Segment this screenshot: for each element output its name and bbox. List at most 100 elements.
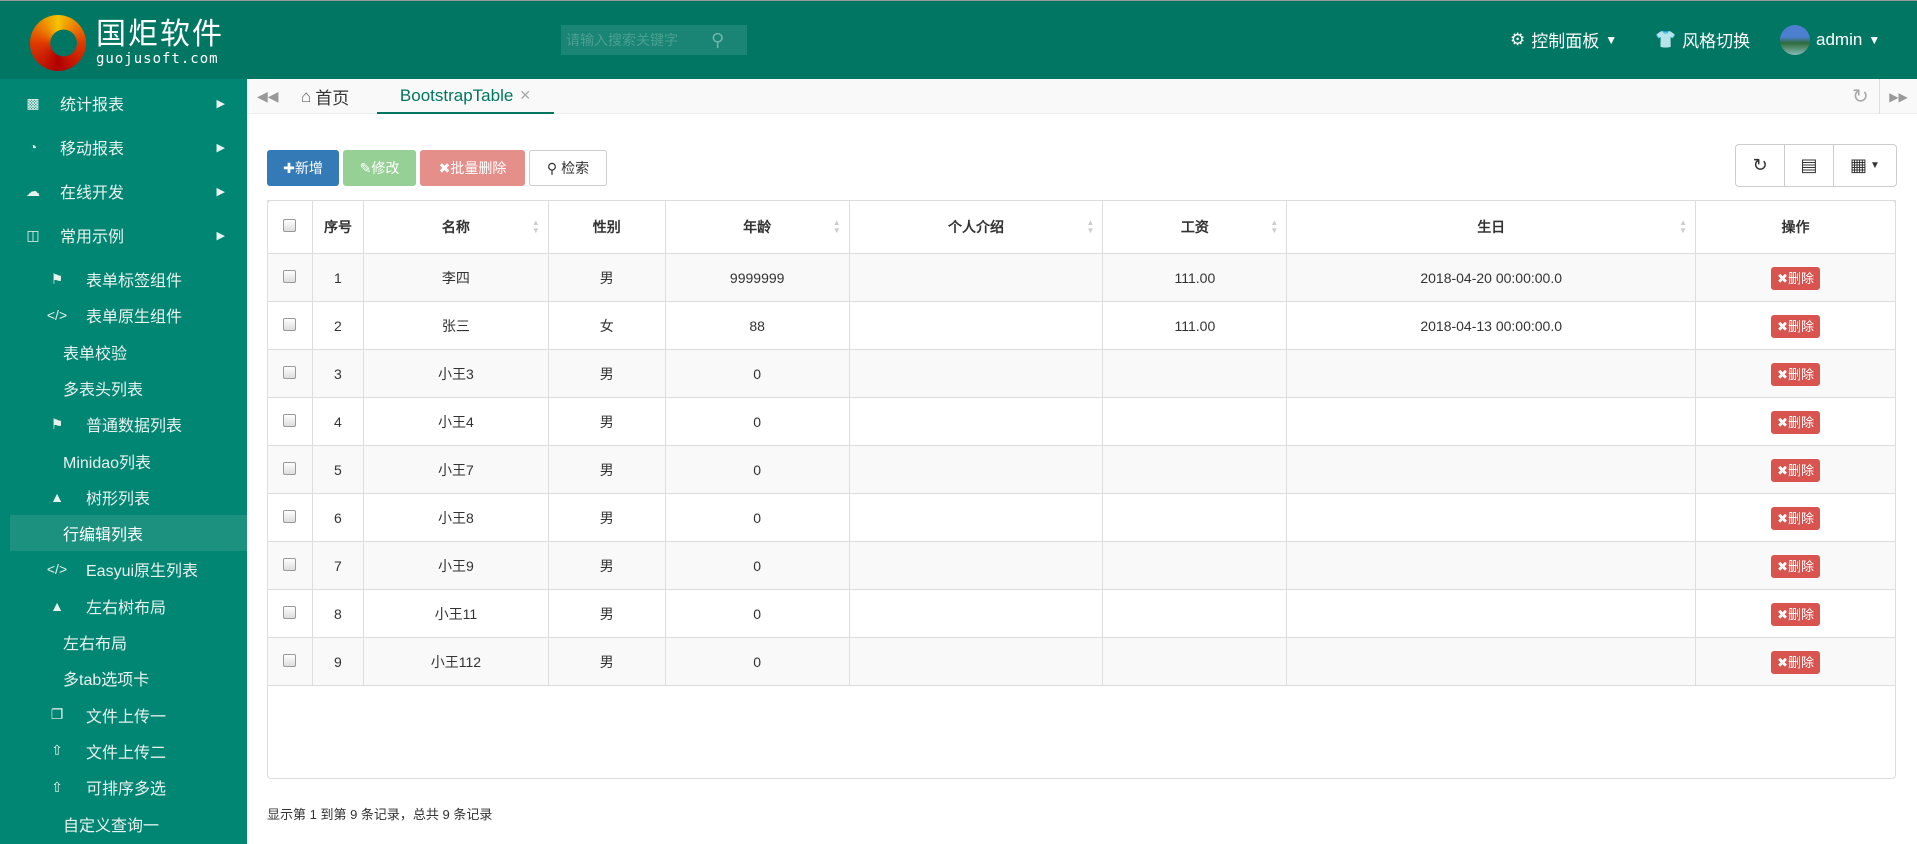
row-select-cell <box>267 397 313 446</box>
sidebar-item-label: 多tab选项卡 <box>63 672 150 690</box>
scroll-left-icon[interactable]: ◀◀ <box>257 88 279 104</box>
delete-label: 删除 <box>1787 319 1814 334</box>
table-cell: 男 <box>547 349 666 398</box>
delete-button[interactable]: ✖删除 <box>1771 315 1820 338</box>
logo[interactable]: 国炬软件 guojusoft.com <box>30 15 224 71</box>
column-header-label: 年龄 <box>743 219 772 235</box>
sidebar-item[interactable]: ☁ 在线开发 ▶ <box>0 173 247 209</box>
control-panel-menu[interactable]: ⚙ 控制面板 ▼ <box>1510 27 1617 52</box>
delete-button[interactable]: ✖删除 <box>1771 603 1820 626</box>
remove-icon: ✖ <box>1777 463 1788 478</box>
row-checkbox[interactable] <box>283 461 297 475</box>
sidebar-item[interactable]: ⇧ 文件上传二 <box>0 733 247 769</box>
refresh-button[interactable]: ↻ <box>1735 144 1785 187</box>
sidebar-item[interactable]: Minidao列表 <box>0 443 247 479</box>
sidebar-item[interactable]: 多tab选项卡 <box>0 660 247 696</box>
remove-icon: ✖ <box>1777 655 1788 670</box>
tab-home[interactable]: ⌂ 首页 <box>301 79 349 114</box>
sidebar-item[interactable]: ◫ 常用示例 ▶ <box>0 217 247 253</box>
delete-button[interactable]: ✖删除 <box>1771 459 1820 482</box>
delete-button[interactable]: ✖删除 <box>1771 267 1820 290</box>
remove-icon: ✖ <box>438 159 451 176</box>
remove-icon: ✖ <box>1777 271 1788 286</box>
sidebar-item[interactable]: ◔ 移动报表 ▶ <box>0 129 247 165</box>
columns-button[interactable]: ▦ ▼ <box>1833 144 1897 187</box>
sidebar-item[interactable]: 多表头列表 <box>0 370 247 406</box>
search-button[interactable]: ⚲ 检索 <box>529 150 607 186</box>
table-row: 6 小王8 男 0 ✖删除 <box>267 493 1896 542</box>
edit-button[interactable]: ✎ 修改 <box>343 150 416 186</box>
column-header[interactable]: 个人介绍 ▲ ▼ <box>848 200 1104 254</box>
table-cell: 李四 <box>362 253 549 302</box>
edit-label: 修改 <box>371 160 400 176</box>
scroll-right-icon[interactable]: ▶▶ <box>1879 79 1917 114</box>
column-header[interactable]: 名称 ▲ ▼ <box>362 200 549 254</box>
delete-button[interactable]: ✖删除 <box>1771 555 1820 578</box>
column-header[interactable]: 年龄 ▲ ▼ <box>664 200 850 254</box>
sort-icon: ▲ ▼ <box>1270 218 1279 235</box>
sort-icon: ▲ ▼ <box>1679 218 1688 235</box>
row-checkbox[interactable] <box>283 605 297 619</box>
style-switch-button[interactable]: 👕 风格切换 <box>1655 27 1750 52</box>
sidebar-item[interactable]: 行编辑列表 <box>10 515 247 552</box>
action-cell: ✖删除 <box>1695 493 1896 542</box>
table-cell: 小王3 <box>362 349 549 398</box>
add-button[interactable]: ✚ 新增 <box>267 150 339 186</box>
search-icon[interactable]: ⚲ <box>711 29 725 50</box>
delete-button[interactable]: ✖删除 <box>1771 651 1820 674</box>
table-cell: 男 <box>547 493 666 542</box>
tab-label: BootstrapTable <box>399 85 514 105</box>
delete-button[interactable]: ✖删除 <box>1771 507 1820 530</box>
row-checkbox[interactable] <box>283 557 297 571</box>
pagination-summary: 显示第 1 到第 9 条记录，总共 9 条记录 <box>267 807 493 822</box>
sidebar-item[interactable]: ▲ 树形列表 <box>0 479 247 515</box>
sidebar-item-label: 可排序多选 <box>86 781 167 799</box>
select-all-checkbox[interactable] <box>283 219 297 232</box>
row-checkbox[interactable] <box>283 365 297 379</box>
column-header: 操作 <box>1695 200 1896 254</box>
sidebar-item[interactable]: 自定义查询一 <box>0 806 247 842</box>
sort-icon: ▲ ▼ <box>531 218 540 235</box>
pencil-icon: ✎ <box>359 159 372 176</box>
search-input[interactable] <box>561 32 711 48</box>
tab-bootstraptable[interactable]: BootstrapTable ✕ <box>377 79 554 114</box>
remove-icon: ✖ <box>1777 415 1788 430</box>
row-checkbox[interactable] <box>283 269 297 283</box>
batch-delete-button[interactable]: ✖ 批量删除 <box>420 150 525 186</box>
row-select-cell <box>267 541 313 590</box>
table-cell <box>848 301 1104 350</box>
sidebar-item[interactable]: </> Easyui原生列表 <box>0 551 247 587</box>
row-checkbox[interactable] <box>283 317 297 331</box>
delete-label: 删除 <box>1787 655 1814 670</box>
close-icon[interactable]: ✕ <box>519 87 532 103</box>
table-row: 9 小王112 男 0 ✖删除 <box>267 637 1896 686</box>
table-cell: 111.00 <box>1102 253 1288 302</box>
top-header: 国炬软件 guojusoft.com ⚲ ⚙ 控制面板 ▼ 👕 风格切换 adm… <box>0 0 1917 79</box>
user-menu[interactable]: admin ▼ <box>1780 25 1880 55</box>
sidebar-item[interactable]: 左右布局 <box>0 624 247 660</box>
column-header-label: 工资 <box>1180 219 1209 235</box>
delete-button[interactable]: ✖删除 <box>1771 363 1820 386</box>
refresh-tab-icon[interactable]: ↻ <box>1852 86 1869 108</box>
row-checkbox[interactable] <box>283 413 297 427</box>
tree-icon: ▲ <box>50 488 64 505</box>
refresh-icon: ↻ <box>1752 155 1768 175</box>
sidebar-item[interactable]: ▲ 左右树布局 <box>0 588 247 624</box>
row-checkbox[interactable] <box>283 509 297 523</box>
sidebar-item[interactable]: 表单校验 <box>0 334 247 370</box>
sidebar-item[interactable]: ⇧ 可排序多选 <box>0 769 247 805</box>
sidebar-item[interactable]: ❐ 文件上传一 <box>0 697 247 733</box>
sidebar-item[interactable]: ⚑ 表单标签组件 <box>0 261 247 297</box>
row-checkbox[interactable] <box>283 653 297 667</box>
column-header[interactable]: 生日 ▲ ▼ <box>1286 200 1697 254</box>
sidebar-item[interactable]: ▩ 统计报表 ▶ <box>0 85 247 121</box>
sidebar-item-label: 常用示例 <box>60 229 125 246</box>
tags-icon: ⚑ <box>50 270 64 287</box>
delete-button[interactable]: ✖删除 <box>1771 411 1820 434</box>
sidebar-item[interactable]: </> 表单原生组件 <box>0 297 247 333</box>
table-cell: 0 <box>664 349 850 398</box>
column-header[interactable]: 工资 ▲ ▼ <box>1102 200 1288 254</box>
sidebar-item[interactable]: ⚑ 普通数据列表 <box>0 406 247 442</box>
toggle-view-button[interactable]: ▤ <box>1784 144 1834 187</box>
table-cell <box>1102 397 1288 446</box>
